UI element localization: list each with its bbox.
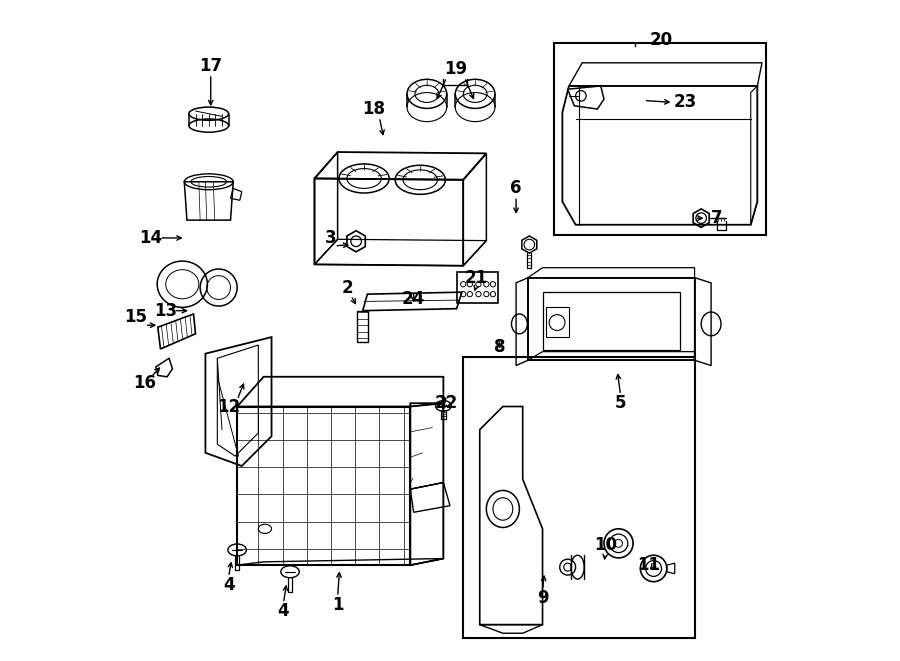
Text: 18: 18 [363, 100, 385, 118]
Text: 4: 4 [223, 576, 234, 594]
Text: 20: 20 [650, 30, 673, 49]
Text: 8: 8 [494, 338, 505, 356]
Text: 19: 19 [444, 60, 467, 79]
Text: 24: 24 [402, 290, 426, 308]
Text: 1: 1 [332, 596, 344, 614]
Text: 10: 10 [594, 536, 616, 555]
Text: 3: 3 [325, 229, 337, 247]
Bar [357, 311, 368, 342]
Text: 11: 11 [637, 556, 660, 574]
Text: 23: 23 [673, 93, 697, 112]
Text: 7: 7 [711, 209, 723, 227]
Text: 15: 15 [124, 308, 148, 327]
Text: 12: 12 [217, 397, 240, 416]
Text: 5: 5 [615, 394, 626, 412]
Text: 9: 9 [536, 589, 548, 607]
Text: 13: 13 [154, 301, 177, 320]
Bar [464, 357, 695, 638]
Text: 2: 2 [342, 278, 354, 297]
Text: 21: 21 [465, 268, 488, 287]
Text: 14: 14 [140, 229, 163, 247]
Bar [554, 43, 766, 235]
Text: 22: 22 [435, 394, 458, 412]
Text: 16: 16 [133, 374, 156, 393]
Text: 6: 6 [510, 179, 522, 198]
Text: 17: 17 [199, 57, 222, 75]
Text: 4: 4 [277, 602, 289, 621]
